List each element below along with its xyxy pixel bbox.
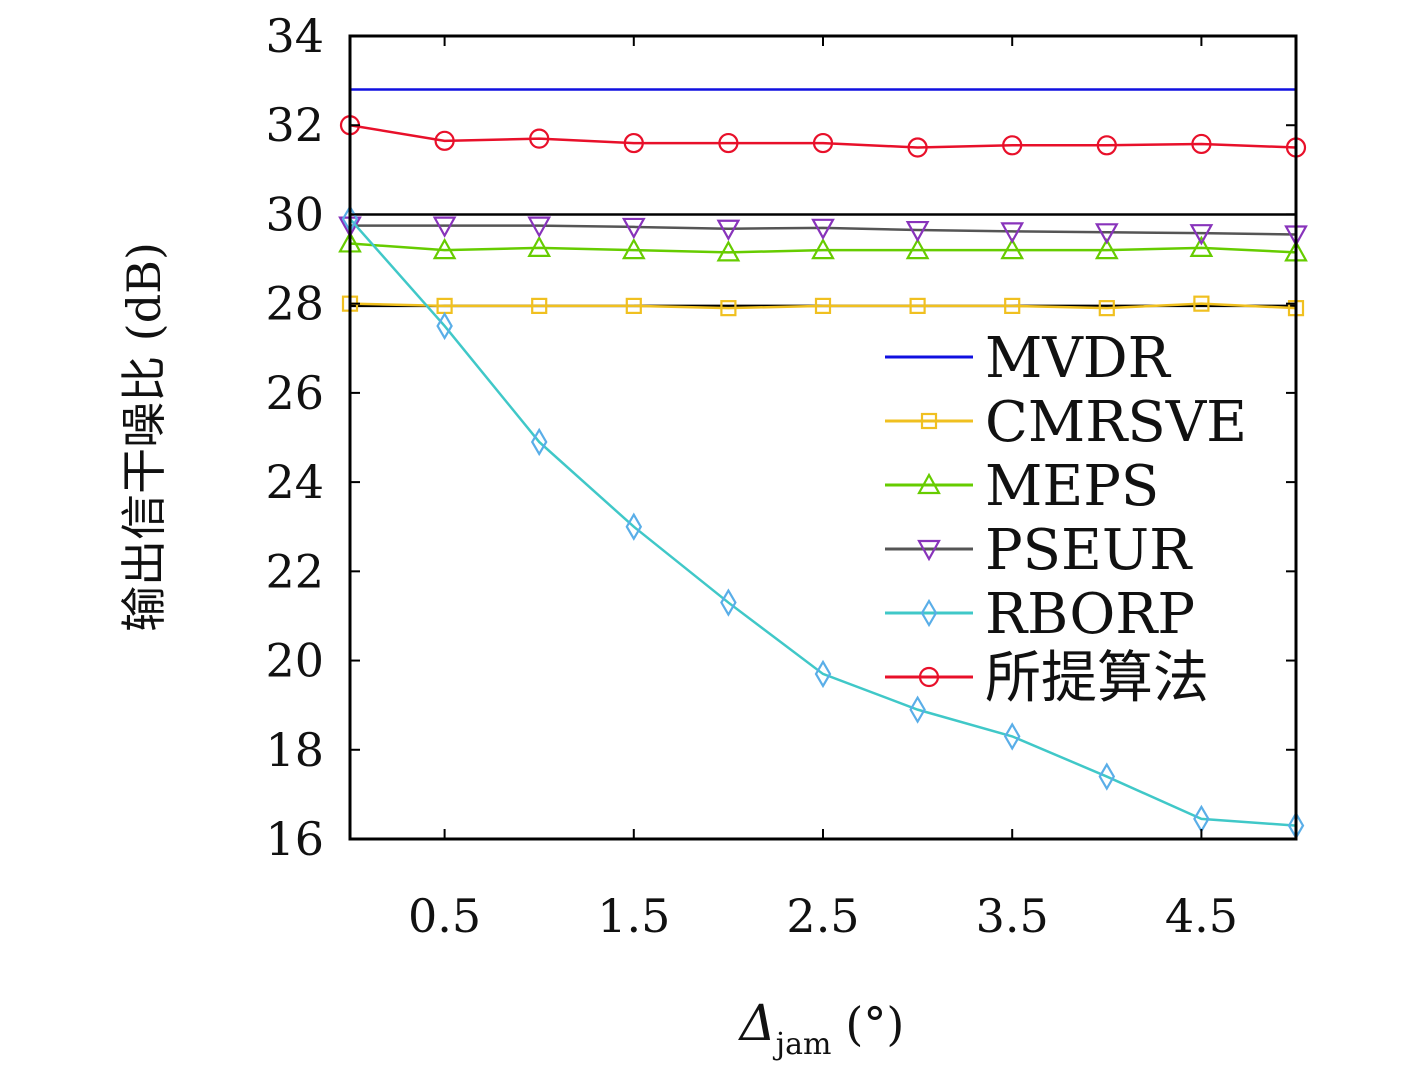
- x-tick-label: 4.5: [1165, 889, 1238, 943]
- x-axis-title: Δjam (°): [738, 994, 905, 1062]
- series-line: [349, 302, 1297, 310]
- legend-marker: [920, 598, 938, 628]
- legend-item: 所提算法: [885, 646, 1209, 711]
- data-point: [905, 237, 930, 260]
- y-tick-label: 16: [265, 812, 324, 866]
- data-point: [1096, 135, 1117, 156]
- data-point: [1094, 223, 1119, 245]
- data-point: [1189, 235, 1214, 258]
- x-tick-label: 3.5: [976, 889, 1049, 943]
- data-point: [527, 235, 552, 258]
- data-point: [1191, 133, 1212, 155]
- data-point: [909, 297, 926, 314]
- legend-item: MEPS: [885, 454, 1159, 519]
- series-cmrsve: [341, 295, 1305, 317]
- data-point: [720, 300, 737, 317]
- legend-marker: [917, 539, 941, 562]
- data-point: [434, 130, 455, 151]
- data-point: [1002, 135, 1023, 156]
- legend-label: CMRSVE: [985, 390, 1247, 455]
- data-point: [716, 240, 741, 262]
- y-tick-label: 28: [265, 277, 324, 331]
- data-point: [625, 297, 642, 314]
- legend-item: PSEUR: [885, 518, 1193, 583]
- y-tick-label: 34: [265, 9, 324, 63]
- data-point: [529, 128, 550, 149]
- series-line: [349, 123, 1297, 149]
- legend-marker: [920, 412, 938, 430]
- data-point: [814, 659, 832, 689]
- data-point: [530, 427, 548, 457]
- data-point: [621, 237, 646, 260]
- x-tick-label: 1.5: [597, 889, 670, 943]
- legend-item: MVDR: [885, 326, 1172, 391]
- data-point: [1000, 237, 1025, 260]
- data-point: [1003, 722, 1021, 751]
- y-tick-label: 30: [265, 187, 324, 241]
- data-point: [625, 512, 643, 541]
- data-point: [1193, 295, 1210, 312]
- y-tick-label: 18: [265, 723, 324, 777]
- y-tick-label: 20: [265, 634, 324, 688]
- series-line: [350, 224, 1297, 236]
- data-point: [1098, 300, 1115, 317]
- x-tick-label: 2.5: [786, 889, 859, 943]
- data-point: [432, 237, 457, 260]
- plot-area: [338, 88, 1308, 840]
- series-line: [349, 218, 1297, 827]
- y-tick-label: 26: [265, 366, 324, 420]
- data-point: [1189, 224, 1214, 246]
- data-point: [527, 216, 552, 238]
- data-point: [436, 311, 453, 341]
- data-point: [1098, 762, 1116, 791]
- legend-label: MEPS: [985, 454, 1159, 519]
- data-point: [1000, 222, 1025, 244]
- data-point: [623, 132, 644, 154]
- x-axis-title-unit: (°): [845, 997, 904, 1051]
- data-point: [812, 132, 834, 154]
- series-rborp: [341, 204, 1305, 840]
- y-axis: 16 18 20 22 24 26 28 30 32 34: [265, 9, 1296, 866]
- data-point: [909, 695, 926, 724]
- x-tick-label: 0.5: [408, 889, 481, 943]
- data-point: [811, 218, 835, 241]
- data-point: [1094, 237, 1119, 260]
- data-point: [720, 588, 737, 617]
- data-point: [905, 220, 930, 243]
- data-point: [811, 237, 835, 260]
- legend-item: CMRSVE: [885, 390, 1247, 455]
- data-point: [531, 297, 548, 314]
- y-tick-label: 32: [265, 98, 324, 152]
- series-proposed: [339, 115, 1307, 158]
- legend-marker: [918, 666, 940, 688]
- x-axis-title-symbol: Δ: [738, 994, 776, 1052]
- data-point: [907, 137, 928, 158]
- x-axis: 0.5 1.5 2.5 3.5 4.5: [408, 36, 1238, 943]
- legend-item: RBORP: [885, 582, 1195, 647]
- data-point: [621, 217, 646, 240]
- series-meps: [338, 231, 1308, 262]
- legend-label: RBORP: [985, 582, 1195, 647]
- data-point: [718, 132, 739, 154]
- y-tick-label: 24: [265, 455, 324, 509]
- data-point: [716, 219, 741, 241]
- x-axis-title-subscript: jam: [773, 1027, 832, 1062]
- data-point: [432, 216, 457, 238]
- legend-label: 所提算法: [985, 646, 1209, 711]
- y-axis-title: 输出信干噪比 (dB): [117, 242, 171, 632]
- legend-label: PSEUR: [985, 518, 1193, 583]
- legend-marker: [917, 472, 941, 495]
- y-tick-label: 22: [265, 544, 324, 598]
- data-point: [814, 297, 832, 314]
- data-point: [1004, 297, 1021, 314]
- legend-label: MVDR: [985, 326, 1172, 391]
- series-line: [349, 242, 1297, 254]
